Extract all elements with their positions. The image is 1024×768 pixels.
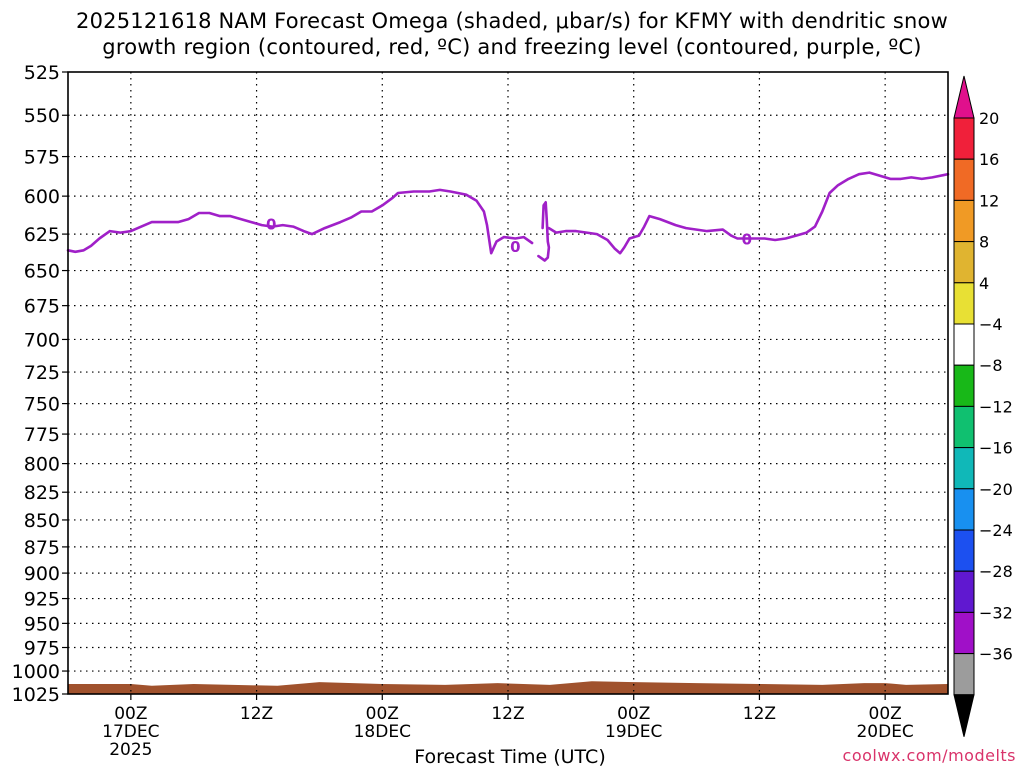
colorbar-band [953, 199, 975, 243]
colorbar-label: 8 [979, 233, 989, 252]
y-tick-label: 975 [24, 638, 60, 660]
pressure-axis: 525 550 575 600 625 650 675 700 725 750 775 800 825 8… [12, 62, 68, 706]
colorbar-label: 16 [979, 150, 999, 169]
omega-colorbar: 20 16 12 8 4 −4 −8 −12 −16 −20 −24 −28 −32 −36 [953, 75, 1013, 737]
x-tick-label: 12Z [491, 704, 524, 724]
y-tick-label: 875 [24, 537, 60, 559]
x-tick-label: 18DEC [354, 722, 411, 742]
colorbar-band [953, 158, 975, 201]
y-tick-label: 775 [24, 424, 60, 446]
colorbar-label: −4 [979, 315, 1003, 334]
freezing-level-line [66, 188, 534, 255]
chart-title-line-2: growth region (contoured, red, ºC) and f… [102, 35, 922, 59]
x-tick-label: 2025 [109, 740, 152, 760]
y-tick-label: 600 [24, 186, 60, 208]
y-tick-label: 575 [24, 147, 60, 169]
chart-title: 2025121618 NAM Forecast Omega (shaded, μ… [0, 8, 1024, 60]
x-tick-label: 00Z [869, 704, 902, 724]
colorbar-label: −28 [979, 562, 1013, 581]
colorbar-label: −36 [979, 645, 1013, 664]
colorbar-label: −12 [979, 397, 1013, 416]
colorbar-label: 12 [979, 191, 999, 210]
colorbar-label: 4 [979, 274, 989, 293]
y-tick-label: 750 [24, 394, 60, 416]
terrain-fill [68, 681, 948, 694]
y-tick-label: 950 [24, 613, 60, 635]
x-tick-label: 12Z [240, 704, 273, 724]
colorbar-band [953, 323, 975, 366]
colorbar-band [953, 488, 975, 531]
freezing-level-label: 0 [266, 216, 276, 234]
colorbar-bottom-triangle [953, 694, 975, 737]
plot-area: 0 0 0 [66, 71, 950, 695]
colorbar-label: −24 [979, 521, 1013, 540]
y-tick-label: 550 [24, 105, 60, 127]
y-tick-label: 900 [24, 563, 60, 585]
y-tick-label: 1025 [12, 684, 60, 706]
colorbar-label: −32 [979, 603, 1013, 622]
colorbar-band [953, 529, 975, 572]
y-tick-label: 925 [24, 589, 60, 611]
y-tick-label: 625 [24, 224, 60, 246]
x-tick-label: 00Z [617, 704, 650, 724]
colorbar-band [953, 117, 975, 160]
colorbar-label: −16 [979, 439, 1013, 458]
x-tick-label: 19DEC [605, 722, 662, 742]
x-tick-label: 17DEC [102, 722, 159, 742]
freezing-level-line [547, 171, 950, 255]
y-tick-label: 1000 [12, 661, 60, 683]
x-tick-label: 00Z [366, 704, 399, 724]
x-axis-label: Forecast Time (UTC) [414, 746, 606, 768]
freezing-level-line [537, 201, 551, 262]
colorbar-band [953, 653, 975, 696]
x-tick-label: 00Z [114, 704, 147, 724]
x-tick-label: 20DEC [856, 722, 913, 742]
chart-title-line-1: 2025121618 NAM Forecast Omega (shaded, μ… [76, 9, 948, 33]
colorbar-band [953, 241, 975, 284]
colorbar-band [953, 611, 975, 655]
y-tick-label: 650 [24, 261, 60, 283]
colorbar-band [953, 364, 975, 407]
y-tick-label: 850 [24, 510, 60, 532]
y-tick-label: 825 [24, 482, 60, 504]
colorbar-label: 20 [979, 109, 999, 128]
y-tick-label: 700 [24, 329, 60, 351]
colorbar-band [953, 570, 975, 613]
y-tick-label: 525 [24, 62, 60, 84]
colorbar-band [953, 447, 975, 490]
freezing-level-label: 0 [742, 231, 752, 249]
colorbar-band [953, 282, 975, 325]
source-credit: coolwx.com/modelts [842, 746, 1016, 765]
x-tick-label: 12Z [743, 704, 776, 724]
y-tick-label: 725 [24, 362, 60, 384]
y-tick-label: 800 [24, 454, 60, 476]
y-tick-label: 675 [24, 296, 60, 318]
colorbar-band [953, 405, 975, 449]
freezing-level-label: 0 [510, 238, 520, 256]
colorbar-top-triangle [953, 75, 975, 119]
colorbar-label: −20 [979, 480, 1013, 499]
colorbar-label: −8 [979, 356, 1003, 375]
